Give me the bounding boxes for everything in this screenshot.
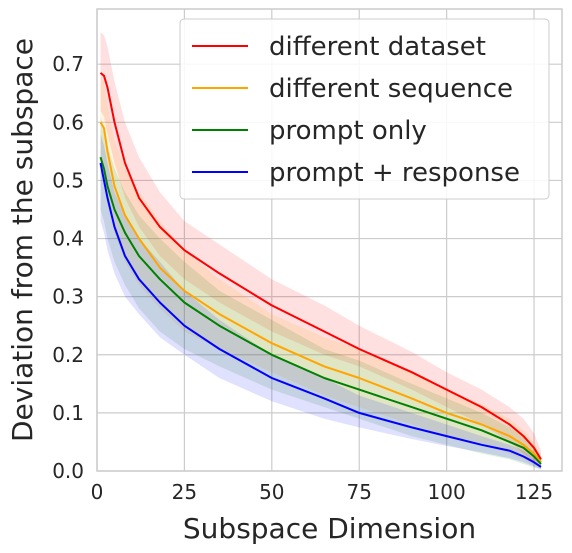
y-axis-label: Deviation from the subspace — [6, 38, 39, 442]
y-tick-label: 0.0 — [52, 459, 84, 483]
legend-box — [179, 18, 550, 200]
legend: different dataset different sequence promp… — [179, 18, 550, 200]
y-tick-label: 0.7 — [52, 52, 84, 76]
series-line-3 — [99, 162, 542, 468]
legend-label-2: prompt only — [269, 116, 427, 146]
series-line-0 — [99, 72, 542, 460]
y-tick-label: 0.3 — [52, 285, 84, 309]
x-tick-label: 100 — [428, 480, 466, 504]
tick-labels: 0 25 50 75 100 125 0.0 0.1 0.2 0.3 0.4 0.5 0.6 0.7 — [52, 52, 553, 504]
legend-label-0: different dataset — [269, 32, 486, 62]
x-axis-label: Subspace Dimension — [183, 512, 476, 545]
x-tick-label: 25 — [172, 480, 197, 504]
y-tick-label: 0.4 — [52, 227, 84, 251]
legend-label-1: different sequence — [269, 74, 513, 104]
series-line-2 — [99, 156, 542, 465]
y-tick-label: 0.1 — [52, 401, 84, 425]
plot-frame — [96, 8, 563, 472]
y-tick-label: 0.5 — [52, 168, 84, 192]
x-tick-label: 50 — [259, 480, 284, 504]
y-tick-label: 0.2 — [52, 343, 84, 367]
series-line-1 — [99, 121, 542, 463]
series-lines — [99, 72, 542, 468]
y-tick-label: 0.6 — [52, 110, 84, 134]
x-tick-label: 0 — [91, 480, 104, 504]
x-tick-label: 125 — [515, 480, 553, 504]
confidence-band-3 — [100, 133, 541, 470]
legend-label-3: prompt + response — [269, 158, 520, 188]
x-tick-label: 75 — [346, 480, 371, 504]
confidence-band-0 — [100, 32, 541, 469]
confidence-band-1 — [100, 75, 541, 469]
